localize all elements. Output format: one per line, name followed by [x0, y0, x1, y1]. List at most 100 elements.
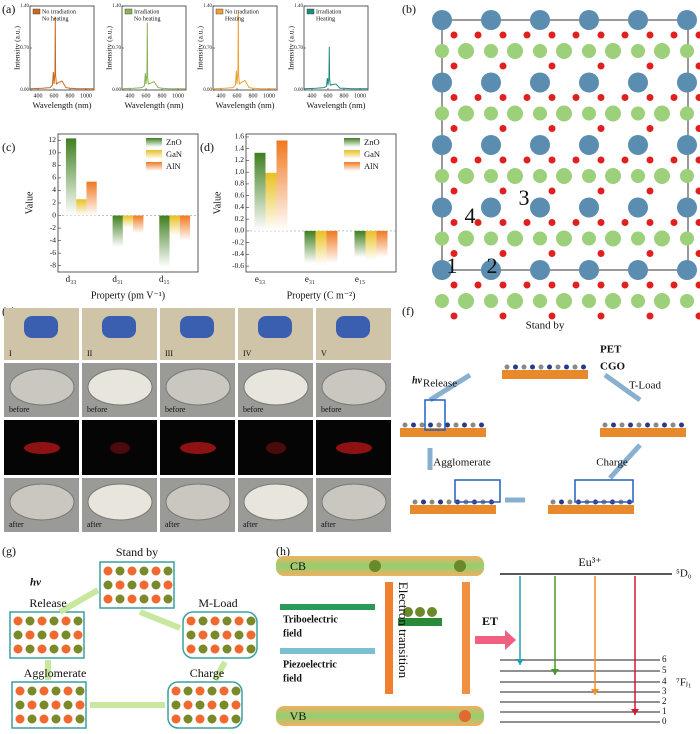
atom-o — [450, 187, 458, 195]
atom — [645, 422, 650, 428]
label: 1 — [662, 706, 667, 716]
y-tick-label: -0.6 — [232, 261, 244, 270]
particle — [73, 644, 83, 654]
atom-o — [523, 31, 531, 39]
sample-disc — [9, 483, 75, 521]
atom-o — [474, 31, 482, 39]
particle — [63, 700, 73, 710]
bar — [112, 215, 123, 247]
bar — [169, 215, 180, 236]
sample-disc — [9, 368, 75, 406]
atom — [428, 422, 433, 428]
atom-ga — [484, 44, 498, 58]
electron — [454, 560, 466, 572]
label: T-Load — [629, 380, 661, 392]
atom-o — [450, 250, 458, 257]
particle — [39, 700, 49, 710]
atom-o — [474, 156, 482, 164]
cycle-arrow — [58, 587, 100, 615]
y-tick-label: 0 — [52, 210, 56, 219]
atom — [581, 364, 586, 370]
before-label: before — [165, 405, 186, 414]
particle — [222, 630, 232, 640]
atom — [670, 422, 676, 428]
atom — [436, 422, 442, 428]
luminescence — [180, 442, 216, 454]
atom — [462, 422, 467, 428]
atom-ga — [654, 293, 670, 309]
particle — [37, 644, 47, 654]
site-label: 4 — [465, 203, 476, 228]
particle — [75, 686, 85, 696]
particle — [103, 566, 113, 576]
atom-al — [481, 72, 501, 93]
atom-al — [432, 197, 452, 218]
particle — [27, 714, 37, 724]
atom-o — [499, 31, 507, 39]
atom-o — [670, 281, 678, 289]
legend-label: No irradiation — [225, 9, 259, 15]
particle — [186, 616, 196, 626]
atom-o — [621, 281, 629, 289]
atom-ga — [631, 44, 645, 58]
atom — [530, 364, 535, 370]
bar — [86, 181, 97, 216]
after-label: after — [165, 520, 180, 529]
photo-glove — [258, 316, 292, 338]
atom-o — [523, 156, 531, 164]
atom-ga — [507, 230, 523, 247]
particle — [231, 700, 241, 710]
emission-arrow-head — [631, 709, 639, 715]
legend-swatch — [344, 138, 360, 147]
y-tick-label: 12 — [49, 135, 57, 144]
atom — [547, 364, 552, 370]
legend-label: No heating — [42, 16, 69, 22]
x-axis-label: Property (pm V⁻¹) — [91, 290, 165, 301]
label: 4 — [662, 676, 667, 686]
atom — [453, 422, 459, 428]
atom-al — [530, 260, 550, 280]
y-tick-label: -0.2 — [232, 237, 244, 246]
sample-disc — [165, 368, 231, 406]
particle — [127, 580, 137, 590]
legend-swatch — [215, 8, 224, 15]
atom-al — [530, 10, 550, 30]
particle — [163, 580, 173, 590]
atom — [470, 422, 476, 428]
atom-ga — [556, 168, 572, 184]
panel-label: (g) — [2, 544, 16, 558]
atom-o — [499, 312, 507, 320]
legend-label: ZnO — [166, 137, 182, 147]
atom-o — [621, 219, 629, 226]
atom-ga — [533, 294, 547, 308]
atom-o — [499, 219, 507, 226]
atom-o — [548, 219, 556, 226]
y-tick-label: 0.6 — [235, 190, 245, 199]
particle — [171, 700, 181, 710]
emission-arrow-head — [591, 689, 599, 695]
bar — [315, 230, 327, 265]
atom-o — [621, 156, 629, 164]
electron — [403, 607, 413, 617]
particle — [171, 714, 181, 724]
y-tick-label: 0.00 — [20, 88, 29, 93]
atom-ga — [582, 294, 596, 308]
atom-ga — [507, 168, 523, 184]
y-tick-label: -6 — [50, 248, 56, 257]
particle — [246, 630, 256, 640]
particle — [15, 714, 25, 724]
y-tick-label: 0.00 — [203, 88, 212, 93]
atom-o — [646, 312, 654, 320]
particle — [13, 644, 23, 654]
atom-o — [695, 312, 700, 320]
atom-ga — [533, 169, 547, 183]
atom — [429, 499, 435, 505]
atom-o — [548, 312, 556, 320]
atom-al — [677, 10, 697, 30]
particle — [231, 686, 241, 696]
atom-ga — [680, 169, 694, 183]
atom-al — [432, 10, 452, 30]
particle — [207, 686, 217, 696]
label: 2 — [662, 696, 667, 706]
cycle-arrow — [138, 609, 182, 631]
